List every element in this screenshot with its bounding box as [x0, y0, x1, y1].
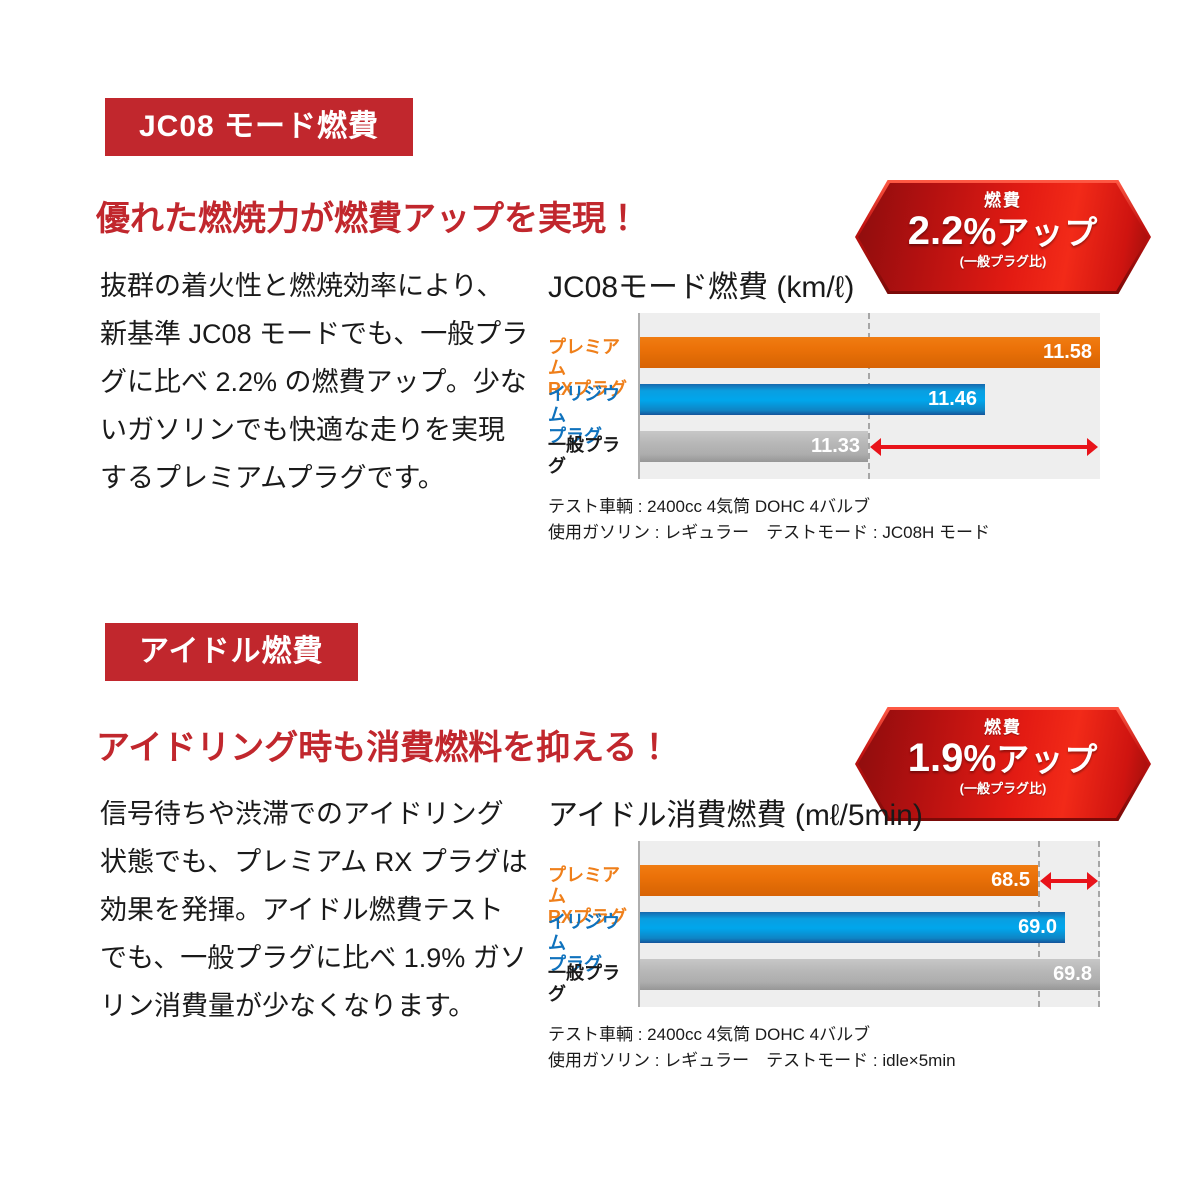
- body-copy-text: 信号待ちや渋滞でのアイドリング状態でも、プレミアム RX プラグは効果を発揮。ア…: [100, 799, 528, 1021]
- badge-percent: %: [963, 211, 997, 252]
- chart2-value-premium: 68.5: [991, 869, 1030, 891]
- chart2-bar-premium: 68.5: [640, 865, 1038, 896]
- lead-heading-jc08: 優れた燃焼力が燃費アップを実現！: [96, 200, 640, 238]
- chart2-baseline-dashed-standard: [1098, 841, 1100, 1007]
- badge-main-label: 1.9%アップ: [858, 736, 1148, 782]
- section-tag-jc08: JC08 モード燃費: [105, 98, 414, 156]
- chart2-label-standard: 一般プラグ: [548, 963, 620, 1004]
- chart1-bar-iridium: 11.46: [640, 384, 985, 415]
- section-jc08: JC08 モード燃費 優れた燃焼力が燃費アップを実現！ 抜群の着火性と燃焼効率に…: [96, 98, 1151, 542]
- chart1-label-premium: プレミアム RXプラグ: [548, 337, 628, 399]
- badge-value: 2.2: [907, 209, 964, 253]
- chart1-title: JC08モード燃費 (km/ℓ): [548, 271, 855, 304]
- chart1-value-standard: 11.33: [811, 435, 860, 457]
- badge-jc08: 燃費 2.2%アップ (一般プラグ比): [858, 183, 1148, 291]
- lead-heading-idle: アイドリング時も消費燃料を抑える！: [96, 729, 672, 767]
- chart1-delta-arrow: [870, 438, 1098, 456]
- badge-sub-label: (一般プラグ比): [959, 781, 1047, 796]
- chart-idle: 68.5 69.0 69.8 プレミアム RXプラグ イリジウム プラグ 一般プ…: [548, 841, 1100, 1009]
- chart1-plot-area: 11.58 11.46 11.33: [638, 313, 1100, 479]
- chart1-value-iridium: 11.46: [928, 388, 977, 410]
- chart-jc08: 11.58 11.46 11.33 プレミアム RXプラグ イリジウム プラグ …: [548, 313, 1100, 481]
- badge-idle: 燃費 1.9%アップ (一般プラグ比): [858, 710, 1148, 818]
- chart2-footnote: テスト車輌 : 2400cc 4気筒 DOHC 4バルブ 使用ガソリン : レギ…: [548, 1025, 956, 1070]
- chart2-plot-area: 68.5 69.0 69.8: [638, 841, 1100, 1007]
- chart2-value-iridium: 69.0: [1018, 916, 1057, 938]
- chart2-title: アイドル消費燃費 (mℓ/5min): [548, 799, 923, 832]
- chart1-bar-premium: 11.58: [640, 337, 1100, 368]
- badge-up-label: アップ: [996, 214, 1099, 251]
- chart1-value-premium: 11.58: [1043, 341, 1092, 363]
- chart1-bar-standard: 11.33: [640, 431, 868, 462]
- chart2-bar-standard: 69.8: [640, 959, 1100, 990]
- badge-top-label: 燃費: [984, 191, 1022, 210]
- chart2-value-standard: 69.8: [1053, 963, 1092, 985]
- section-tag-idle: アイドル燃費: [105, 623, 358, 681]
- chart2-bar-iridium: 69.0: [640, 912, 1065, 943]
- badge-up-label: アップ: [996, 741, 1099, 778]
- body-copy-idle: 信号待ちや渋滞でのアイドリング状態でも、プレミアム RX プラグは効果を発揮。ア…: [100, 790, 530, 1030]
- chart1-label-standard: 一般プラグ: [548, 435, 620, 476]
- chart1-footnote: テスト車輌 : 2400cc 4気筒 DOHC 4バルブ 使用ガソリン : レギ…: [548, 497, 991, 542]
- chart2-label-iridium: イリジウム プラグ: [548, 912, 620, 974]
- body-copy-jc08: 抜群の着火性と燃焼効率により、新基準 JC08 モードでも、一般プラグに比べ 2…: [100, 262, 530, 502]
- chart2-label-premium: プレミアム RXプラグ: [548, 865, 628, 927]
- badge-top-label: 燃費: [984, 718, 1022, 737]
- section-idle: アイドル燃費 アイドリング時も消費燃料を抑える！ 信号待ちや渋滞でのアイドリング…: [0, 525, 1200, 1125]
- badge-percent: %: [963, 738, 997, 779]
- badge-value: 1.9: [907, 736, 964, 780]
- badge-main-label: 2.2%アップ: [858, 209, 1148, 255]
- body-copy-text: 抜群の着火性と燃焼効率により、新基準 JC08 モードでも、一般プラグに比べ 2…: [100, 271, 529, 493]
- badge-sub-label: (一般プラグ比): [959, 254, 1047, 269]
- chart2-delta-arrow: [1040, 872, 1098, 890]
- chart1-label-iridium: イリジウム プラグ: [548, 384, 620, 446]
